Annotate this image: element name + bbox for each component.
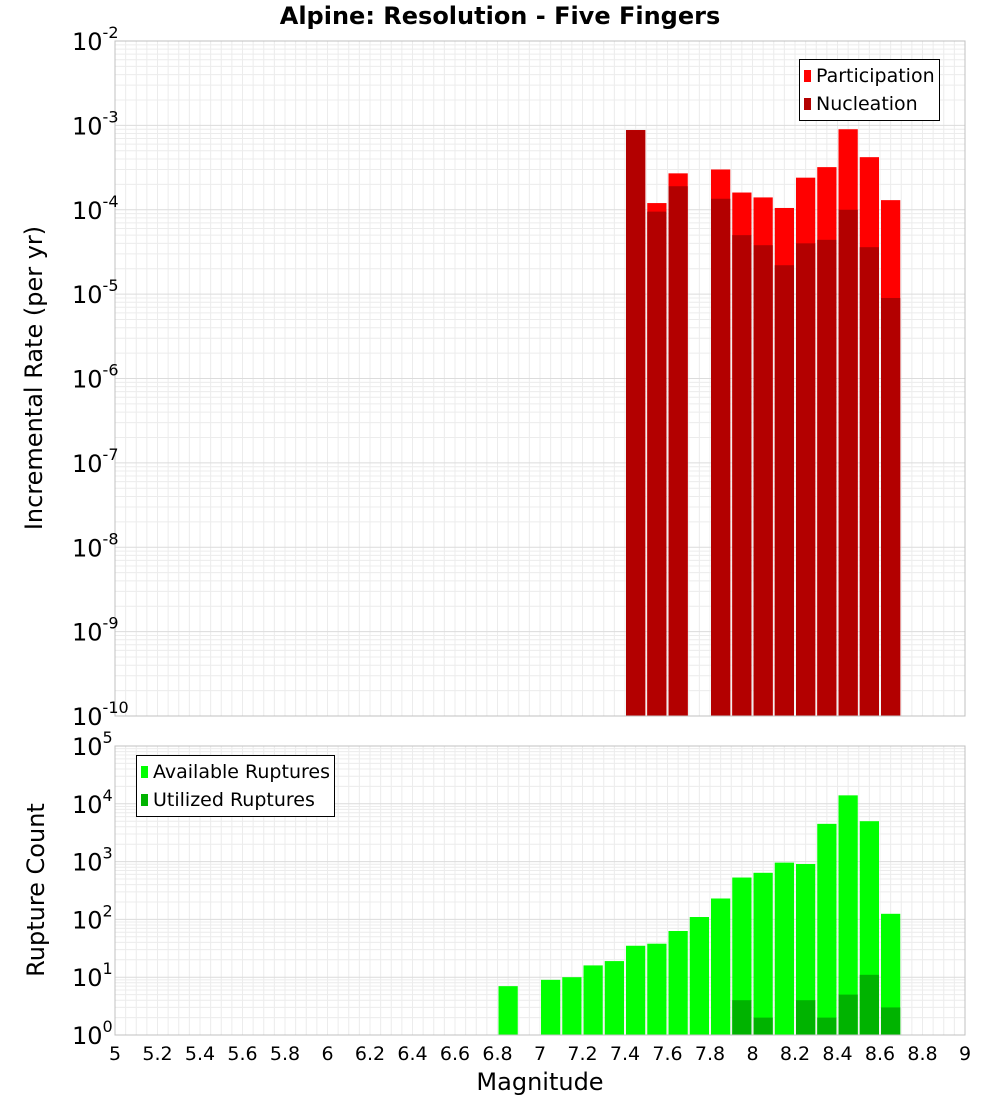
utilized-bar <box>881 1007 901 1035</box>
available-bar <box>817 823 837 1035</box>
nucleation-bar <box>859 247 879 716</box>
y-tick-label: 103 <box>72 844 113 877</box>
x-tick-labels: 5 5.2 5.4 5.6 5.8 6 6.2 6.4 6.6 6.8 7 7.2 7.4 7.6 7.8 8… <box>109 1043 971 1065</box>
utilized-swatch <box>141 794 148 806</box>
x-tick-label: 7 <box>534 1043 546 1065</box>
available-bar <box>753 872 773 1035</box>
nucleation-bar <box>817 239 837 716</box>
x-tick-label: 8.8 <box>907 1043 937 1065</box>
y-tick-label: 10-9 <box>72 614 119 647</box>
nucleation-bar <box>647 211 667 716</box>
bottom-y-axis-label: Rupture Count <box>22 803 50 977</box>
available-bar <box>881 913 901 1035</box>
legend-item-available: Available Ruptures <box>141 758 330 786</box>
x-tick-label: 5.6 <box>227 1043 257 1065</box>
y-tick-label: 10-5 <box>72 276 119 309</box>
y-tick-label: 10-6 <box>72 361 119 394</box>
x-tick-label: 7.2 <box>567 1043 597 1065</box>
nucleation-bar <box>774 265 794 716</box>
nucleation-bar <box>838 209 858 716</box>
available-bar <box>541 979 561 1035</box>
x-tick-label: 5.4 <box>185 1043 215 1065</box>
bottom-plot-y-tick-labels: 100 101 102 103 104 105 <box>72 728 113 1050</box>
nucleation-bar <box>668 186 688 716</box>
y-tick-label: 10-2 <box>72 23 119 56</box>
y-tick-label: 100 <box>72 1017 113 1050</box>
x-tick-label: 5.8 <box>270 1043 300 1065</box>
x-tick-label: 8 <box>746 1043 758 1065</box>
participation-swatch <box>804 70 811 82</box>
legend-item-utilized: Utilized Ruptures <box>141 786 330 814</box>
bottom-plot-frame <box>114 745 966 1036</box>
x-tick-label: 6 <box>321 1043 333 1065</box>
available-bar <box>838 795 858 1035</box>
x-tick-label: 8.6 <box>865 1043 895 1065</box>
available-bar <box>689 917 709 1035</box>
top-plot-gridlines <box>114 41 966 717</box>
y-tick-label: 104 <box>72 786 113 819</box>
utilized-bar <box>753 1017 773 1035</box>
nucleation-bar <box>711 198 731 717</box>
y-tick-label: 10-7 <box>72 445 119 478</box>
available-bar <box>732 877 752 1035</box>
nucleation-swatch <box>804 98 811 110</box>
nucleation-bar <box>753 245 773 717</box>
available-bar <box>774 862 794 1035</box>
y-tick-label: 10-8 <box>72 529 119 562</box>
available-bar <box>796 863 816 1035</box>
nucleation-bar <box>732 235 752 716</box>
available-bar <box>711 898 731 1035</box>
x-tick-label: 8.2 <box>780 1043 810 1065</box>
legend-label-participation: Participation <box>816 65 935 87</box>
x-tick-label: 6.4 <box>397 1043 427 1065</box>
utilized-bar <box>796 1000 816 1035</box>
legend-label-utilized: Utilized Ruptures <box>153 789 315 811</box>
y-tick-label: 105 <box>72 728 113 761</box>
y-tick-label: 10-4 <box>72 192 119 225</box>
x-tick-label: 6.2 <box>355 1043 385 1065</box>
x-tick-label: 7.8 <box>695 1043 725 1065</box>
legend-label-nucleation: Nucleation <box>816 93 918 115</box>
nucleation-bar <box>626 130 646 717</box>
utilized-bar <box>817 1017 837 1035</box>
y-tick-label: 10-10 <box>72 698 129 731</box>
available-bar <box>604 961 624 1035</box>
y-tick-label: 101 <box>72 959 113 992</box>
x-tick-label: 9 <box>959 1043 971 1065</box>
utilized-bar <box>838 994 858 1035</box>
utilized-bar <box>859 974 879 1035</box>
utilized-bar <box>732 1000 752 1035</box>
available-bar <box>647 943 667 1035</box>
x-tick-label: 6.6 <box>440 1043 470 1065</box>
chart-title: Alpine: Resolution - Five Fingers <box>279 2 721 30</box>
available-bar <box>498 986 518 1035</box>
x-tick-label: 5 <box>109 1043 121 1065</box>
available-bar <box>583 965 603 1035</box>
bottom-plot-bars <box>498 795 901 1035</box>
x-axis-label: Magnitude <box>476 1068 604 1096</box>
available-bar <box>562 977 582 1035</box>
x-tick-label: 8.4 <box>822 1043 852 1065</box>
available-bar <box>626 945 646 1035</box>
x-tick-label: 5.2 <box>142 1043 172 1065</box>
legend-item-nucleation: Nucleation <box>804 90 935 118</box>
bottom-legend: Available Ruptures Utilized Ruptures <box>136 755 335 817</box>
top-plot-bars <box>626 129 901 717</box>
y-tick-label: 102 <box>72 901 113 934</box>
available-bar <box>668 930 688 1035</box>
top-plot-frame <box>114 40 966 717</box>
top-legend: Participation Nucleation <box>799 59 940 121</box>
x-tick-label: 7.6 <box>652 1043 682 1065</box>
available-swatch <box>141 766 148 778</box>
x-tick-label: 7.4 <box>610 1043 640 1065</box>
legend-label-available: Available Ruptures <box>153 761 330 783</box>
y-tick-label: 10-3 <box>72 107 119 140</box>
legend-item-participation: Participation <box>804 62 935 90</box>
nucleation-bar <box>796 243 816 717</box>
nucleation-bar <box>881 297 901 716</box>
x-tick-label: 6.8 <box>482 1043 512 1065</box>
top-y-axis-label: Incremental Rate (per yr) <box>20 225 48 531</box>
